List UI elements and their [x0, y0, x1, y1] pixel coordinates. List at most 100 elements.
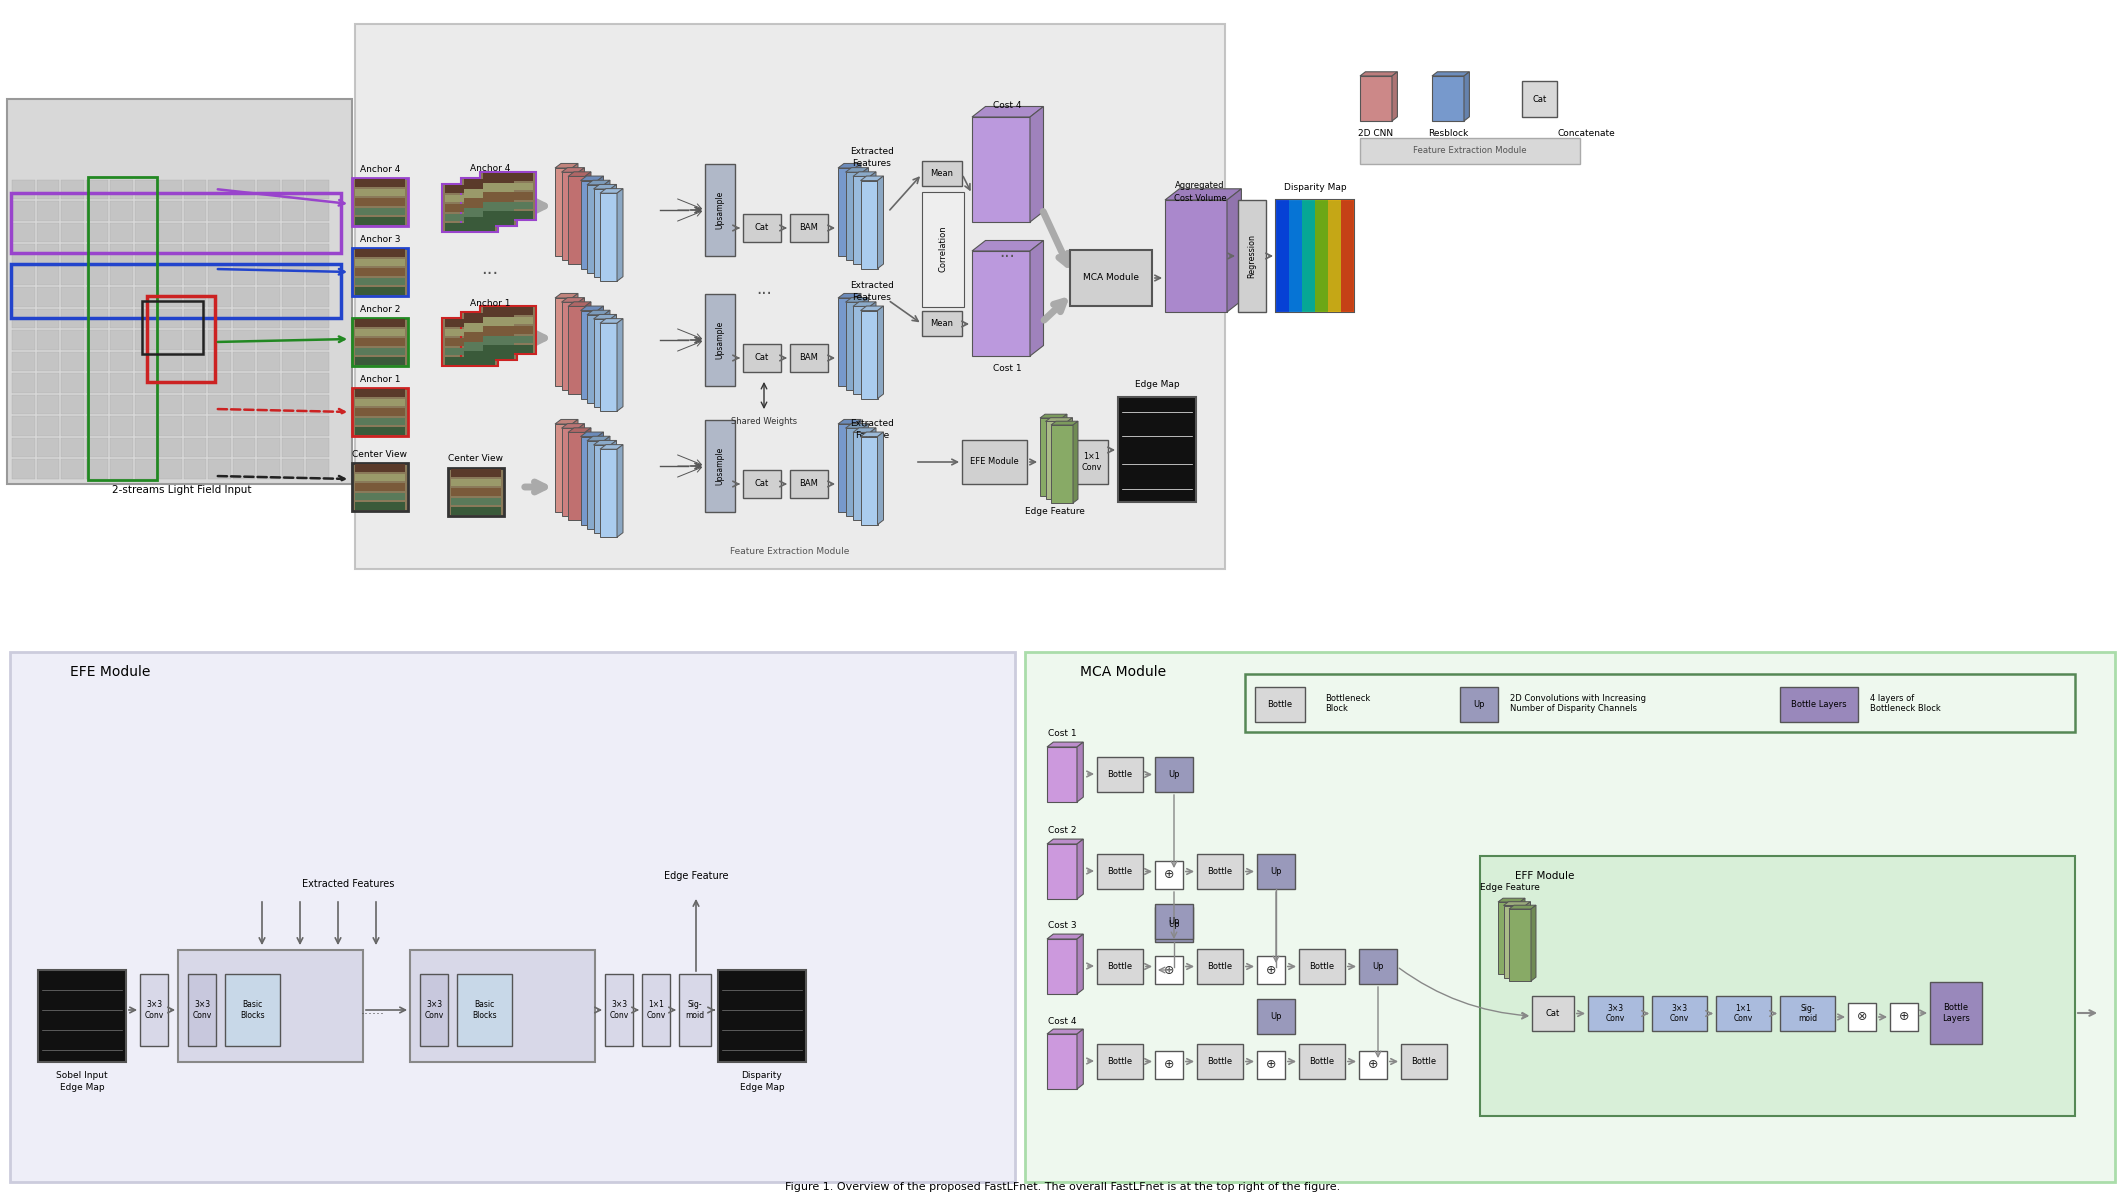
Text: Bottle: Bottle — [1207, 1057, 1232, 1066]
Polygon shape — [36, 266, 60, 285]
Polygon shape — [134, 352, 157, 371]
Polygon shape — [208, 266, 230, 285]
Polygon shape — [482, 307, 533, 314]
Polygon shape — [306, 223, 329, 242]
Polygon shape — [306, 352, 329, 371]
Polygon shape — [355, 503, 406, 510]
Polygon shape — [36, 438, 60, 457]
Polygon shape — [134, 309, 157, 328]
Polygon shape — [232, 417, 255, 436]
Polygon shape — [1046, 421, 1067, 499]
Polygon shape — [1156, 904, 1192, 938]
Text: Upsample: Upsample — [716, 447, 725, 485]
Polygon shape — [355, 278, 406, 285]
Polygon shape — [85, 288, 108, 307]
Polygon shape — [257, 202, 280, 221]
Polygon shape — [1077, 743, 1084, 802]
Text: Bottle: Bottle — [1266, 700, 1292, 709]
Polygon shape — [208, 245, 230, 264]
Polygon shape — [586, 185, 603, 272]
Polygon shape — [1039, 418, 1062, 496]
Text: ⊗: ⊗ — [1857, 1010, 1868, 1023]
Polygon shape — [62, 374, 83, 393]
Polygon shape — [85, 374, 108, 393]
Polygon shape — [450, 507, 502, 515]
Polygon shape — [444, 204, 495, 211]
Polygon shape — [790, 214, 829, 242]
Polygon shape — [1156, 757, 1192, 792]
Polygon shape — [353, 248, 408, 296]
Text: Mean: Mean — [931, 170, 954, 178]
Text: Bottle: Bottle — [1411, 1057, 1436, 1066]
Polygon shape — [852, 302, 875, 307]
Polygon shape — [599, 444, 623, 449]
Polygon shape — [869, 427, 876, 521]
Polygon shape — [257, 288, 280, 307]
Polygon shape — [13, 266, 34, 285]
Text: ⊕: ⊕ — [1164, 1059, 1175, 1071]
Polygon shape — [355, 357, 406, 365]
Polygon shape — [159, 460, 181, 479]
Text: Sig-
moid: Sig- moid — [686, 1001, 706, 1020]
Polygon shape — [62, 460, 83, 479]
Text: Anchor 1: Anchor 1 — [470, 300, 510, 308]
Text: Center View: Center View — [353, 450, 408, 460]
Polygon shape — [134, 245, 157, 264]
Polygon shape — [1073, 421, 1077, 503]
Polygon shape — [1226, 189, 1241, 312]
Text: Bottle: Bottle — [1107, 867, 1133, 876]
Polygon shape — [232, 288, 255, 307]
Polygon shape — [183, 288, 206, 307]
Polygon shape — [13, 202, 34, 221]
Text: Extracted: Extracted — [850, 148, 895, 156]
Polygon shape — [1360, 72, 1398, 76]
Polygon shape — [482, 211, 533, 219]
Polygon shape — [597, 432, 604, 524]
Polygon shape — [1156, 956, 1184, 984]
Polygon shape — [232, 352, 255, 371]
Polygon shape — [1156, 1051, 1184, 1079]
Text: Feature Extraction Module: Feature Extraction Module — [731, 548, 850, 556]
Text: Cat: Cat — [1532, 94, 1547, 104]
Polygon shape — [306, 395, 329, 414]
Polygon shape — [580, 432, 603, 437]
Polygon shape — [183, 202, 206, 221]
Polygon shape — [1062, 414, 1067, 496]
Text: Cost 4: Cost 4 — [1048, 1016, 1075, 1026]
Polygon shape — [463, 217, 514, 224]
Polygon shape — [159, 309, 181, 328]
Polygon shape — [159, 223, 181, 242]
Polygon shape — [208, 395, 230, 414]
Text: 3×3
Conv: 3×3 Conv — [1606, 1004, 1626, 1023]
Text: Bottle: Bottle — [1107, 770, 1133, 778]
Polygon shape — [1077, 1029, 1084, 1089]
Polygon shape — [306, 288, 329, 307]
Text: MCA Module: MCA Module — [1080, 665, 1167, 679]
Text: Resblock: Resblock — [1428, 129, 1468, 139]
Polygon shape — [869, 302, 876, 394]
Polygon shape — [482, 183, 533, 190]
Polygon shape — [1328, 201, 1341, 312]
Polygon shape — [706, 294, 735, 386]
Polygon shape — [616, 444, 623, 537]
Text: ⊕: ⊕ — [1164, 868, 1175, 881]
Polygon shape — [450, 469, 502, 476]
Polygon shape — [38, 970, 125, 1061]
Polygon shape — [208, 180, 230, 199]
Polygon shape — [922, 161, 963, 186]
Polygon shape — [306, 245, 329, 264]
Polygon shape — [1071, 250, 1152, 306]
Polygon shape — [837, 164, 861, 168]
Polygon shape — [280, 395, 304, 414]
Polygon shape — [450, 479, 502, 486]
Polygon shape — [852, 307, 869, 394]
Polygon shape — [567, 307, 584, 394]
Polygon shape — [280, 438, 304, 457]
Polygon shape — [183, 223, 206, 242]
Polygon shape — [922, 310, 963, 336]
Polygon shape — [572, 164, 578, 256]
Polygon shape — [599, 319, 623, 324]
Polygon shape — [1400, 1044, 1447, 1079]
Polygon shape — [480, 306, 536, 353]
Polygon shape — [1651, 996, 1706, 1030]
